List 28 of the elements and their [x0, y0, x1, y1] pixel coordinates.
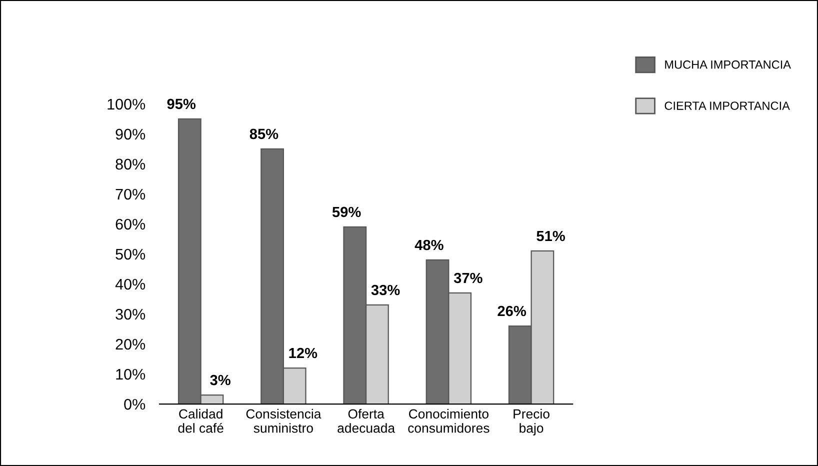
y-tick-label: 0%: [124, 398, 146, 410]
y-tick-label: 70%: [116, 188, 146, 200]
y-tick-label: 40%: [115, 278, 146, 290]
y-tick-label: 20%: [116, 338, 146, 350]
y-tick-label: 90%: [116, 128, 146, 140]
y-tick-label: 10%: [116, 368, 146, 380]
data-label: 51%: [536, 230, 565, 242]
legend-label: MUCHA IMPORTANCIA: [665, 60, 791, 69]
data-label: 12%: [289, 348, 318, 358]
y-tick-label: 30%: [116, 308, 146, 320]
x-tick-label: Oferta adecuada: [338, 408, 396, 433]
data-label: 59%: [332, 206, 361, 218]
y-tick-label: 80%: [116, 158, 146, 170]
y-tick-label: 100%: [108, 98, 146, 110]
y-tick-label: 60%: [116, 218, 146, 230]
x-tick-label: Conocimiento consumidores: [408, 408, 490, 433]
data-label: 85%: [250, 128, 278, 140]
data-label: 26%: [498, 306, 526, 316]
data-label: 48%: [414, 240, 444, 250]
data-label: 33%: [371, 284, 400, 296]
y-tick-label: 50%: [116, 248, 146, 260]
legend-label: CIERTA IMPORTANCIA: [664, 102, 790, 110]
x-tick-label: Consistencia suministro: [246, 408, 322, 433]
x-tick-label: Calidad del café: [178, 408, 224, 433]
x-tick-label: Precio bajo: [514, 408, 550, 436]
data-label: 37%: [454, 272, 482, 284]
data-label: 3%: [210, 374, 230, 386]
data-label: 95%: [167, 98, 196, 110]
